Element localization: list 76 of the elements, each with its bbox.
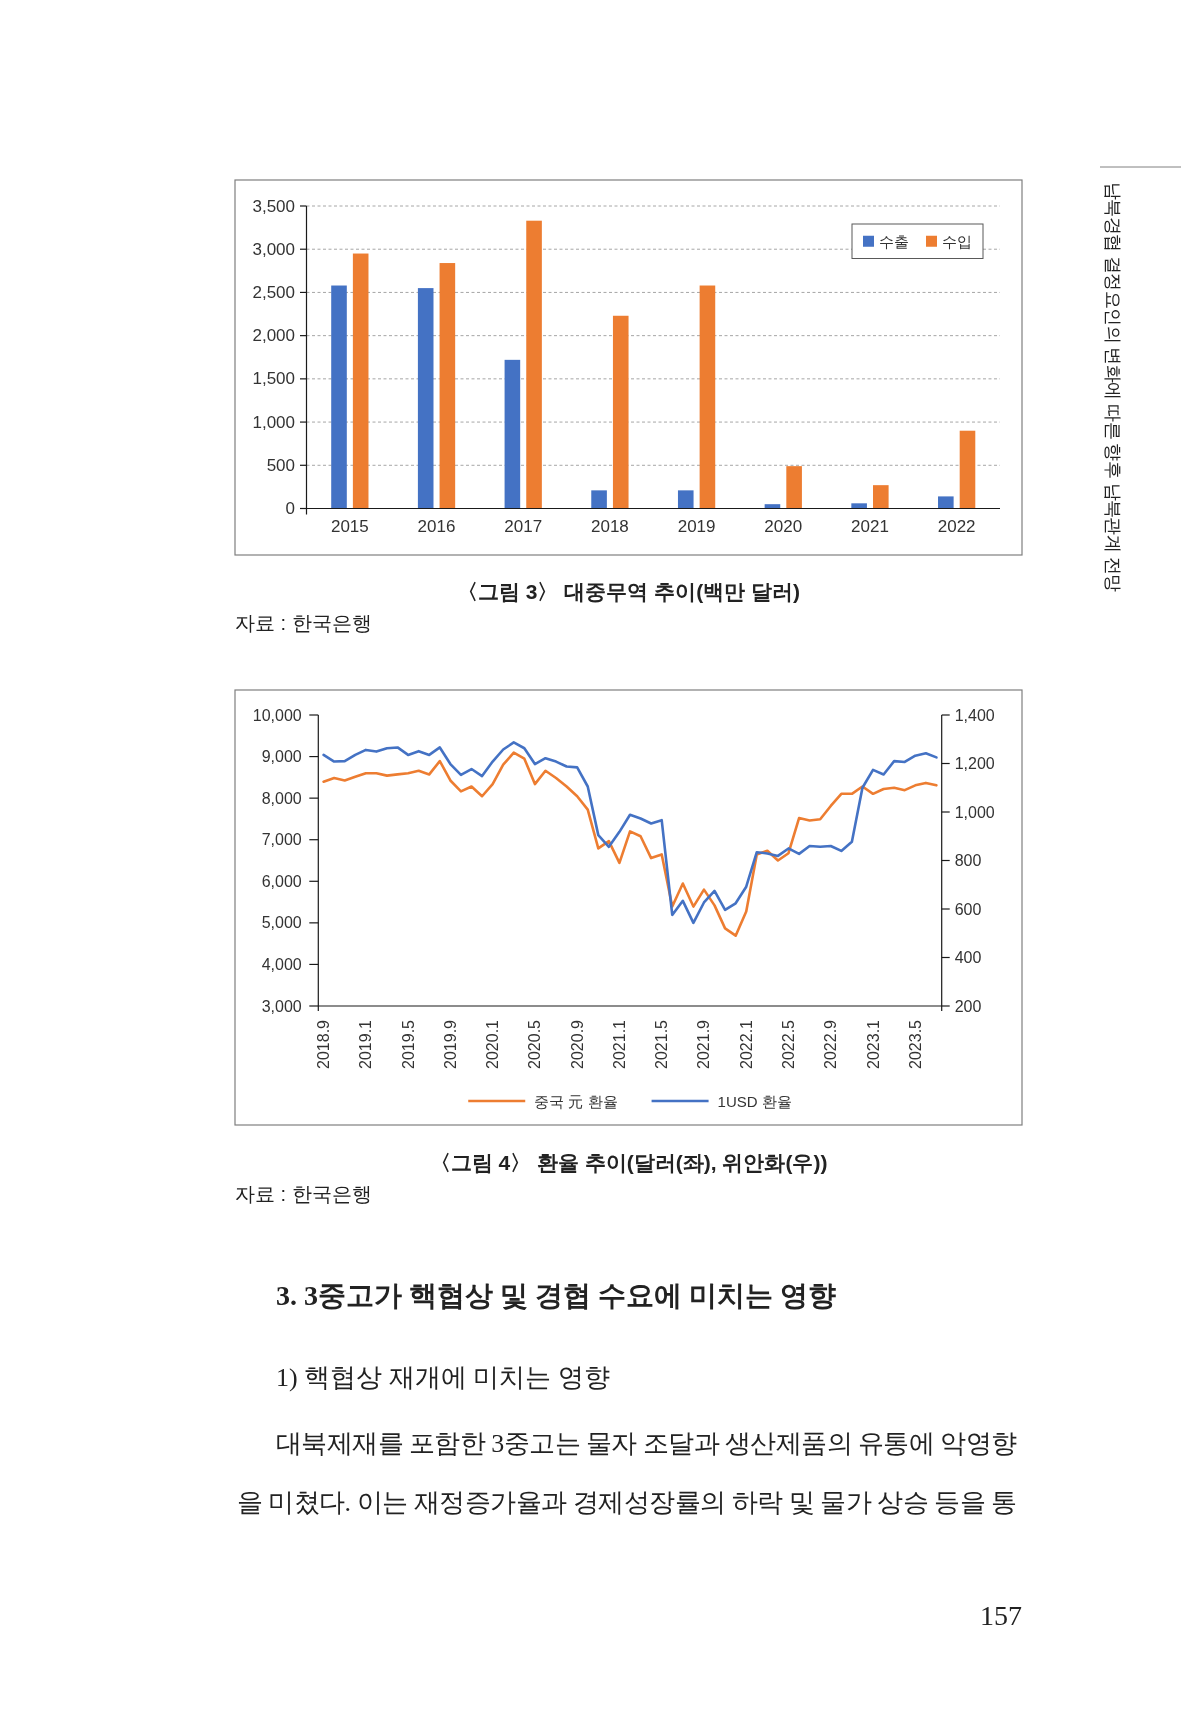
x-tick-label: 2015 [330,517,369,536]
text: 자료 : 한국은행 [235,612,372,634]
y-tick-label: 2,000 [252,326,295,346]
bar [591,490,607,509]
legend-label: 수출 [879,232,909,250]
x-tick-label: 2016 [417,517,456,536]
x-tick-label: 2019.1 [357,1019,375,1069]
text: 〈그림 4〉 환율 추이(달러(좌), 위안화(우)) [429,1150,828,1174]
x-tick-label: 2019.9 [441,1019,459,1069]
bar [786,466,802,509]
x-tick-label: 2020.9 [568,1019,586,1069]
bar [352,253,369,509]
y-tick-label: 3,000 [261,997,302,1015]
text: 을 미쳤다. 이는 재정증가율과 경제성장률의 하락 및 물가 상승 등을 통 [236,1487,1017,1517]
bar [331,285,347,509]
y-tick-label: 5,000 [261,914,302,932]
y-tick-label: 0 [285,499,295,518]
y-tick-label: 8,000 [261,789,302,807]
y2-tick-label: 600 [954,900,982,918]
bar [938,496,954,509]
x-tick-label: 2019.5 [399,1019,417,1069]
x-tick-label: 2020.1 [484,1019,502,1069]
y2-tick-label: 1,000 [954,803,995,821]
x-tick-label: 2018 [590,517,629,536]
bar [526,220,542,509]
x-tick-label: 2020 [764,517,803,536]
bar [439,263,456,509]
legend-label: 수입 [942,232,972,250]
bar [417,288,434,509]
bar [764,504,781,509]
bar [504,359,521,509]
x-tick-label: 2020.5 [526,1019,544,1069]
x-tick-label: 2019 [677,517,716,536]
x-tick-label: 2021.5 [653,1019,671,1069]
text: 157 [980,1599,1022,1631]
x-tick-label: 2017 [504,517,543,536]
legend-label: 중국 元 환율 [534,1092,618,1110]
x-tick-label: 2021.9 [695,1019,713,1069]
bar [612,315,629,509]
x-tick-label: 2021.1 [610,1019,628,1069]
bar [677,490,694,509]
y-tick-label: 4,000 [261,955,302,973]
y-tick-label: 9,000 [261,748,302,766]
y2-tick-label: 800 [954,852,982,869]
bar [699,285,716,509]
x-tick-label: 2022 [937,517,976,536]
text: 3. 3중고가 핵협상 및 경협 수요에 미치는 영향 [276,1279,836,1311]
text: 남북경협 결정요인의 변화에 따른 향후 남북관계 전망 [1103,182,1123,592]
legend-label: 1USD 환율 [717,1092,792,1110]
text: 1) 핵협상 재개에 미치는 영향 [276,1362,610,1392]
y-tick-label: 1,000 [252,412,295,432]
y-tick-label: 1,500 [252,369,295,389]
y2-tick-label: 200 [954,997,982,1015]
y2-tick-label: 1,200 [954,755,995,772]
y-tick-label: 3,000 [252,239,295,259]
x-tick-label: 2021 [851,517,889,536]
text: 〈그림 3〉 대중무역 추이(백만 달러) [456,579,801,603]
x-tick-label: 2022.5 [779,1019,797,1069]
text: 자료 : 한국은행 [235,1183,372,1205]
x-tick-label: 2023.5 [906,1019,924,1069]
y-tick-label: 3,500 [252,196,295,216]
x-tick-label: 2022.9 [822,1019,840,1069]
y-tick-label: 7,000 [261,831,302,849]
x-tick-label: 2023.1 [864,1019,882,1069]
bar [873,485,889,509]
x-tick-label: 2018.9 [315,1019,333,1069]
y-tick-label: 2,500 [252,282,295,302]
bar [959,430,976,509]
text: 대북제재를 포함한 3중고는 물자 조달과 생산제품의 유통에 악영향 [276,1428,1017,1458]
y2-tick-label: 1,400 [954,706,995,724]
x-tick-label: 2022.1 [737,1019,755,1069]
y-tick-label: 6,000 [261,872,302,890]
bar [851,503,867,509]
y2-tick-label: 400 [954,949,982,966]
y-tick-label: 10,000 [252,706,302,724]
y-tick-label: 500 [266,455,295,475]
